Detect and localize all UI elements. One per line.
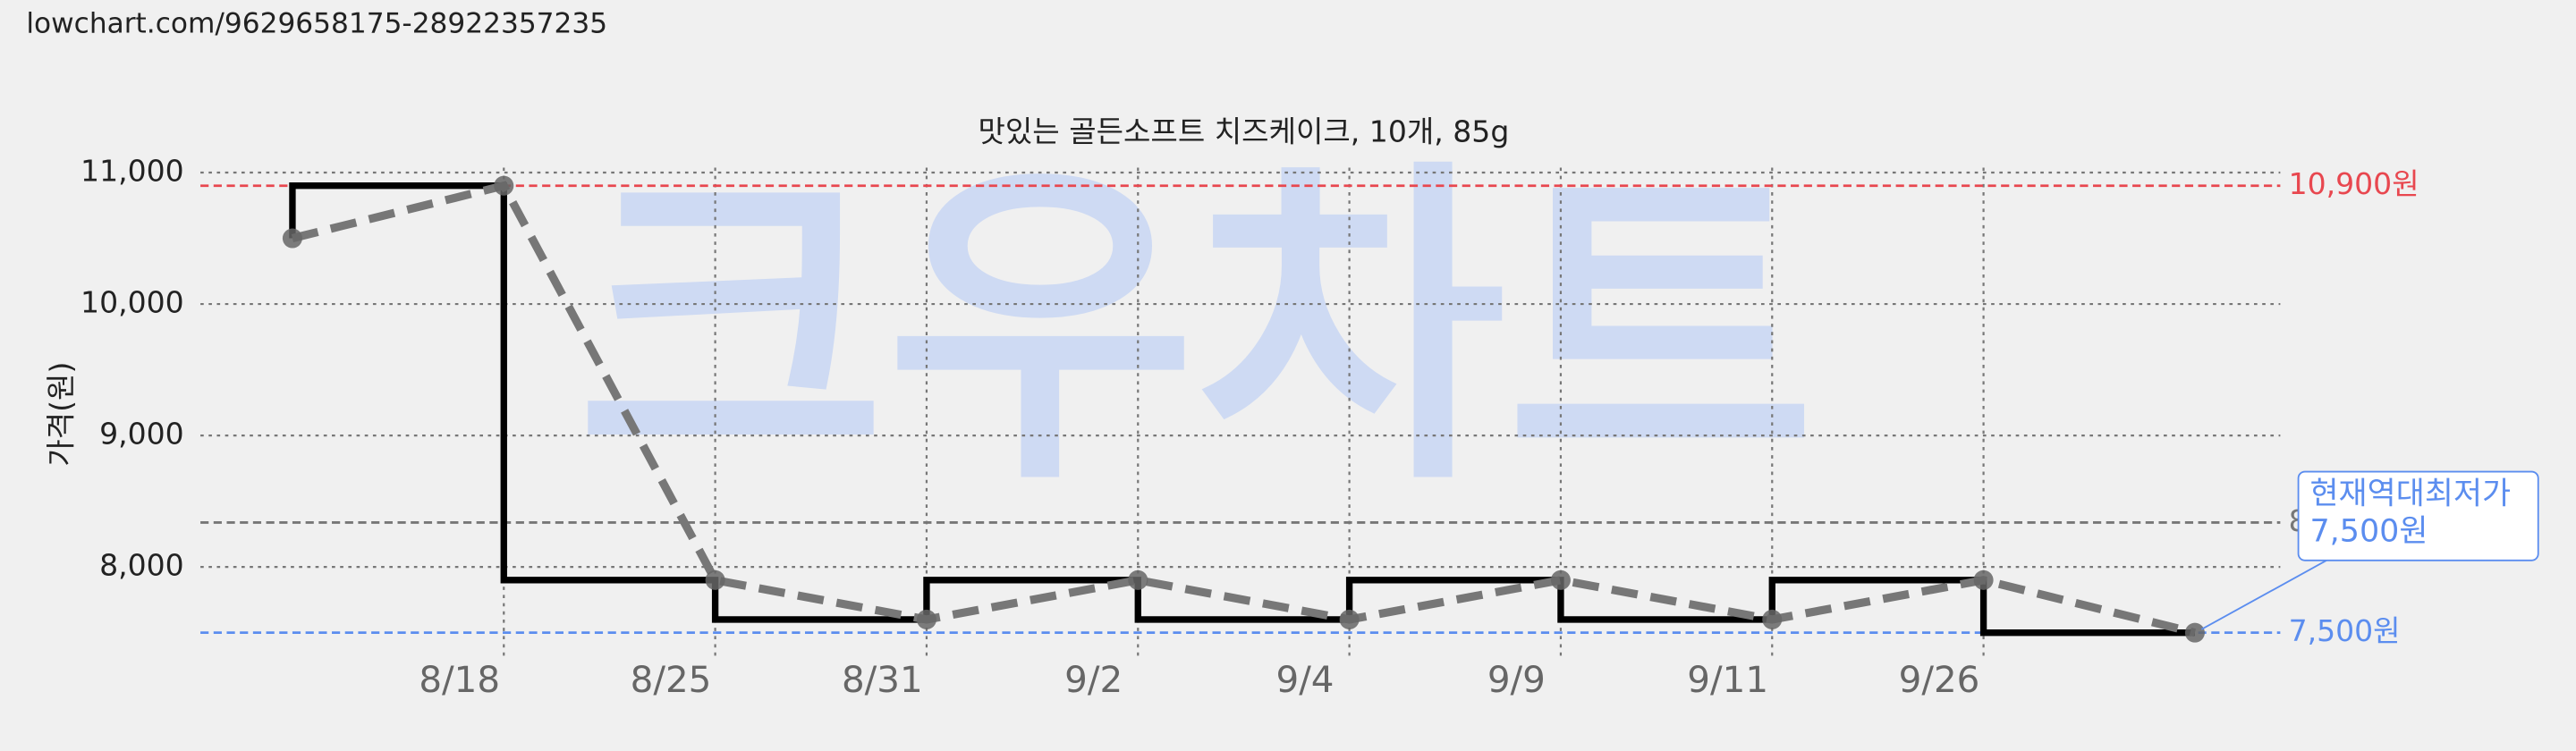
chart-title: 맛있는 골든소프트 치즈케이크, 10개, 85g [979,114,1510,148]
point [916,609,936,629]
point [282,228,302,249]
point [1128,570,1148,590]
point [494,175,514,196]
step-line [289,182,2195,637]
point [1973,570,1994,590]
y-tick-label: 10,000 [80,285,184,320]
watermark: 크우차트 [576,132,1816,525]
x-tick-label: 9/11 [1687,658,1768,701]
point [1339,609,1360,629]
x-tick-label: 8/25 [631,658,712,701]
point [1550,570,1571,590]
point [705,570,725,590]
y-tick-label: 9,000 [99,417,184,451]
page-url: lowchart.com/9629658175-28922357235 [26,8,607,40]
annotation-text: 현재역대최저가 [2309,476,2511,511]
point [1762,609,1783,629]
annotation-text: 7,500원 [2309,514,2428,550]
x-tick-label: 9/26 [1899,658,1980,701]
annotation-arrow [2200,558,2330,630]
y-tick-label: 11,000 [80,153,184,188]
trend-line [291,181,2197,637]
point [2184,622,2205,643]
y-tick-label: 8,000 [99,548,184,583]
reference-label: 7,500원 [2289,613,2401,648]
x-tick-label: 8/18 [419,658,500,701]
annotation-box [2297,470,2539,561]
reference-label: 10,900원 [2289,166,2419,201]
x-tick-label: 9/4 [1276,658,1335,701]
x-tick-label: 8/31 [842,658,923,701]
x-tick-label: 9/9 [1487,658,1546,701]
y-axis-label: 가격(원) [43,362,78,467]
x-tick-label: 9/2 [1064,658,1123,701]
